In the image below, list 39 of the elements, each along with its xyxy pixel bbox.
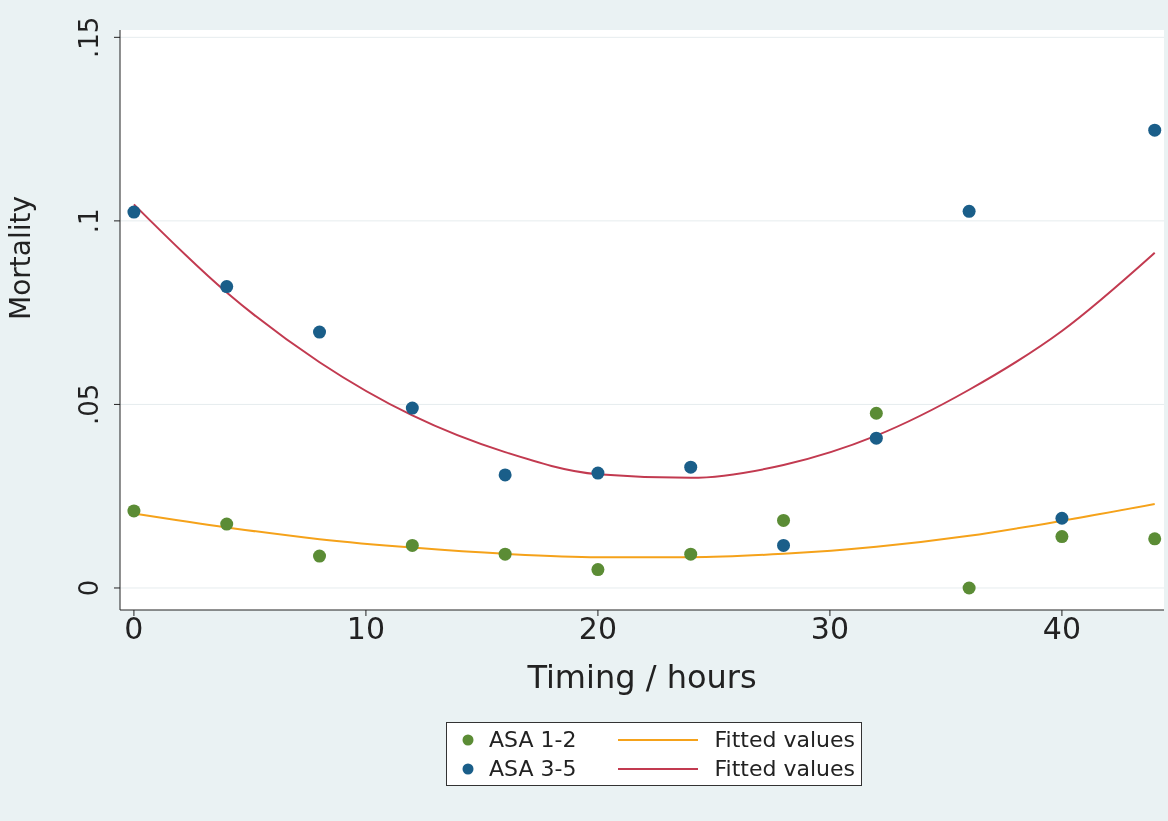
- point: [777, 513, 791, 527]
- legend-label: Fitted values: [714, 727, 855, 752]
- point: [313, 325, 327, 339]
- point: [220, 280, 234, 294]
- point: [869, 431, 883, 445]
- point: [684, 460, 698, 474]
- point: [591, 466, 605, 480]
- y-tick-label: 0: [74, 579, 104, 597]
- legend-label: ASA 3-5: [489, 756, 577, 781]
- point: [405, 401, 419, 415]
- point: [220, 517, 234, 531]
- point: [684, 547, 698, 561]
- point: [1148, 532, 1162, 546]
- point: [962, 581, 976, 595]
- point: [498, 468, 512, 482]
- point: [1148, 123, 1162, 137]
- x-tick-label: 20: [578, 611, 618, 647]
- legend-label: Fitted values: [714, 756, 855, 781]
- point: [1055, 530, 1069, 544]
- x-tick-label: 40: [1042, 611, 1082, 647]
- point: [1055, 511, 1069, 525]
- point: [777, 538, 791, 552]
- x-tick-label: 10: [346, 611, 386, 647]
- x-axis-title: Timing / hours: [526, 658, 757, 696]
- x-tick-label: 0: [124, 611, 144, 647]
- point: [127, 504, 141, 518]
- point: [869, 406, 883, 420]
- point: [591, 563, 605, 577]
- y-axis-title: Mortality: [3, 195, 37, 320]
- point: [405, 538, 419, 552]
- y-tick-label: .05: [74, 383, 104, 426]
- y-tick-label: .1: [74, 208, 104, 234]
- point: [127, 205, 141, 219]
- x-tick-label: 30: [810, 611, 850, 647]
- point: [313, 549, 327, 563]
- point: [498, 547, 512, 561]
- legend-label: ASA 1-2: [489, 727, 577, 752]
- point: [962, 204, 976, 218]
- y-tick-label: .15: [74, 16, 104, 59]
